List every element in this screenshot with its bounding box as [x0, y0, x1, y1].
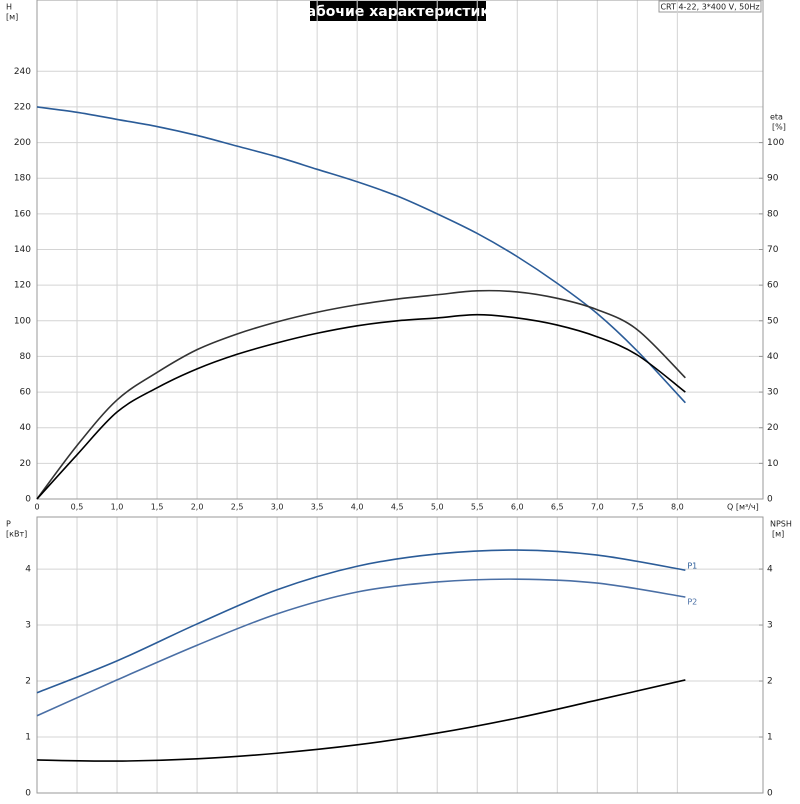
y2-tick-label: 0: [767, 789, 773, 799]
x-tick-label: 0: [34, 503, 39, 512]
y2-tick-label: 50: [767, 316, 779, 326]
x-tick-label: 3,0: [271, 503, 284, 512]
y-tick-label: 160: [14, 209, 31, 219]
x-tick-label: 4,0: [351, 503, 364, 512]
y2-axis-unit: [%]: [772, 123, 786, 132]
x-tick-label: 6,0: [511, 503, 524, 512]
y-tick-label: 200: [14, 138, 31, 148]
y2-tick-label: 40: [767, 352, 779, 362]
series-label: P1: [687, 562, 697, 571]
model-label: CRT 4-22, 3*400 V, 50Hz: [660, 3, 759, 12]
series-line: [36, 106, 686, 404]
y2-tick-label: 10: [767, 459, 779, 469]
y2-tick-label: 70: [767, 245, 779, 255]
title-box: [310, 1, 486, 21]
y-axis-unit: [кВт]: [6, 530, 27, 539]
series-line: [36, 289, 686, 500]
y2-tick-label: 90: [767, 174, 779, 184]
y2-tick-label: 80: [767, 209, 779, 219]
x-tick-label: 5,5: [471, 503, 484, 512]
y-tick-label: 140: [14, 245, 31, 255]
y-tick-label: 80: [20, 352, 32, 362]
y-tick-label: 120: [14, 281, 31, 291]
x-tick-label: 2,5: [231, 503, 244, 512]
y-tick-label: 1: [25, 733, 31, 743]
y2-tick-label: 30: [767, 388, 779, 398]
chart-title: Рабочие характеристики: [296, 4, 499, 20]
y2-axis-unit: [м]: [772, 530, 784, 539]
x-tick-label: 0,5: [71, 503, 84, 512]
plot-frame: [36, 0, 764, 500]
y-tick-label: 40: [20, 423, 32, 433]
x-tick-label: 3,5: [311, 503, 324, 512]
y2-tick-label: 0: [767, 495, 773, 505]
y-tick-label: 3: [25, 621, 31, 631]
y-tick-label: 20: [20, 459, 32, 469]
y-tick-label: 4: [25, 565, 31, 575]
x-tick-label: 2,0: [191, 503, 204, 512]
x-tick-label: 5,0: [431, 503, 444, 512]
x-tick-label: 6,5: [551, 503, 564, 512]
series-line: [36, 578, 686, 717]
y2-axis-label: eta: [770, 113, 783, 122]
y2-tick-label: 60: [767, 281, 779, 291]
y-tick-label: 60: [20, 388, 32, 398]
y-tick-label: 220: [14, 102, 31, 112]
y2-tick-label: 3: [767, 621, 773, 631]
y-tick-label: 100: [14, 316, 31, 326]
y-tick-label: 180: [14, 174, 31, 184]
plot-frame: [36, 516, 764, 794]
model-box: [658, 0, 762, 13]
y2-tick-label: 4: [767, 565, 773, 575]
y2-tick-label: 20: [767, 423, 779, 433]
y-axis-unit: [м]: [6, 13, 18, 22]
y2-tick-label: 100: [767, 138, 784, 148]
series-line: [36, 549, 686, 694]
x-tick-label: 8,0: [671, 503, 684, 512]
x-tick-label: 1,5: [151, 503, 164, 512]
series-line: [36, 679, 686, 762]
y2-tick-label: 2: [767, 677, 773, 687]
y-tick-label: 0: [25, 495, 31, 505]
series-label: P2: [687, 598, 697, 607]
x-tick-label: 1,0: [111, 503, 124, 512]
y-axis-label: H: [6, 3, 12, 12]
x-tick-label: 7,5: [631, 503, 644, 512]
y2-tick-label: 1: [767, 733, 773, 743]
series-line: [36, 313, 686, 500]
y-tick-label: 2: [25, 677, 31, 687]
y-tick-label: 240: [14, 67, 31, 77]
x-tick-label: 4,5: [391, 503, 404, 512]
y-tick-label: 0: [25, 789, 31, 799]
x-tick-label: 7,0: [591, 503, 604, 512]
y-axis-label: P: [6, 520, 11, 529]
y2-axis-label: NPSH: [770, 520, 792, 529]
x-axis-label: Q [м³/ч]: [727, 503, 759, 512]
